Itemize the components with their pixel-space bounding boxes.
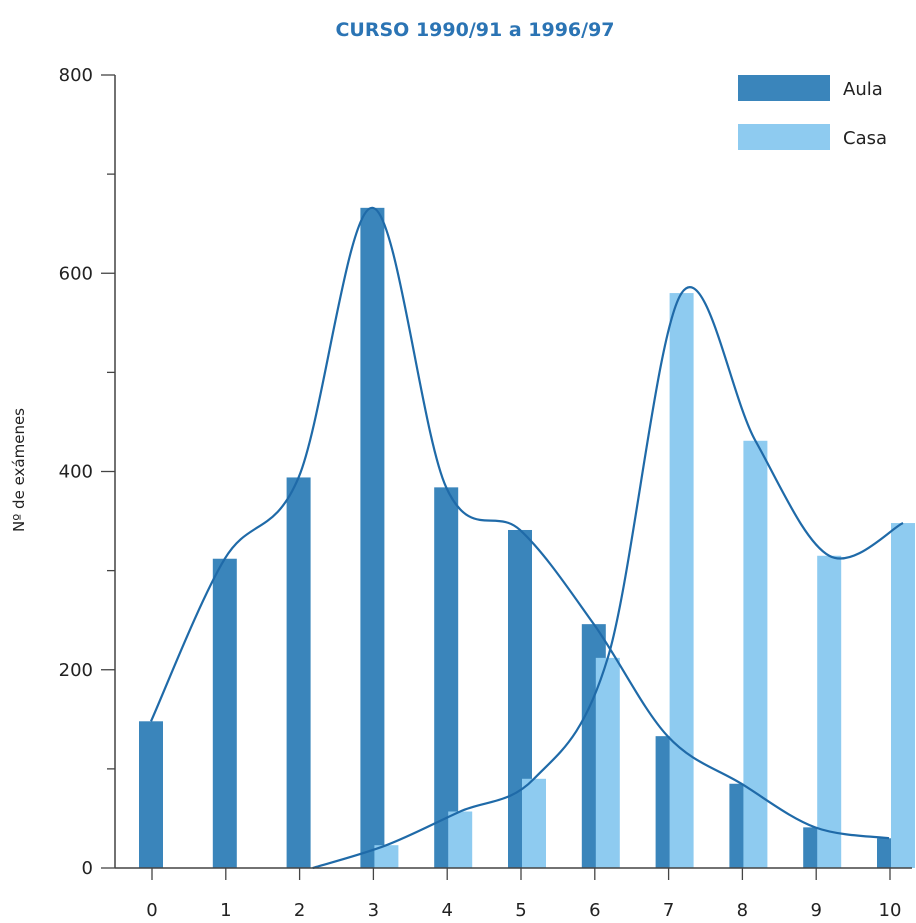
- x-tick-label-0: 0: [146, 900, 157, 921]
- y-tick-label-600: 600: [59, 263, 93, 284]
- x-tick-label-4: 4: [441, 900, 452, 921]
- bar-aula-2: [286, 477, 311, 868]
- legend-swatch-aula: [738, 75, 830, 101]
- bars-group: [139, 207, 915, 868]
- x-tick-label-2: 2: [294, 900, 305, 921]
- x-tick-label-5: 5: [515, 900, 526, 921]
- y-tick-label-0: 0: [82, 858, 93, 879]
- legend-swatch-casa: [738, 124, 830, 150]
- x-tick-label-7: 7: [663, 900, 674, 921]
- y-ticks-group: 0 200 400 600 800: [59, 65, 115, 879]
- bar-casa-4: [448, 811, 473, 868]
- bar-casa-3: [374, 845, 399, 868]
- x-tick-label-9: 9: [810, 900, 821, 921]
- curve-casa: [312, 286, 904, 870]
- bar-aula-1: [212, 558, 237, 868]
- x-tick-label-8: 8: [737, 900, 748, 921]
- chart-title: CURSO 1990/91 a 1996/97: [335, 19, 614, 41]
- curve-aula: [149, 206, 890, 840]
- legend-label-casa: Casa: [843, 128, 887, 149]
- bar-casa-5: [522, 778, 546, 868]
- y-axis-label: Nº de exámenes: [10, 408, 28, 532]
- bar-casa-8: [743, 440, 768, 868]
- y-tick-label-200: 200: [59, 660, 93, 681]
- legend: Aula Casa: [738, 75, 887, 150]
- bar-casa-7: [669, 293, 694, 868]
- x-tick-label-3: 3: [368, 900, 379, 921]
- bar-casa-10: [891, 523, 915, 868]
- bar-aula-4: [434, 487, 459, 868]
- legend-label-aula: Aula: [843, 79, 883, 100]
- x-tick-label-10: 10: [879, 900, 902, 921]
- bar-aula-0: [139, 721, 163, 868]
- bar-casa-6: [595, 657, 620, 868]
- x-tick-label-6: 6: [589, 900, 600, 921]
- x-ticks-group: 0 1 2 3 4 5 6 7 8 9 10: [146, 868, 901, 921]
- y-tick-label-400: 400: [59, 462, 93, 483]
- bar-casa-9: [817, 555, 842, 868]
- curves-group: [149, 206, 904, 870]
- y-tick-label-800: 800: [59, 65, 93, 86]
- bar-aula-3: [360, 207, 385, 868]
- x-tick-label-1: 1: [220, 900, 231, 921]
